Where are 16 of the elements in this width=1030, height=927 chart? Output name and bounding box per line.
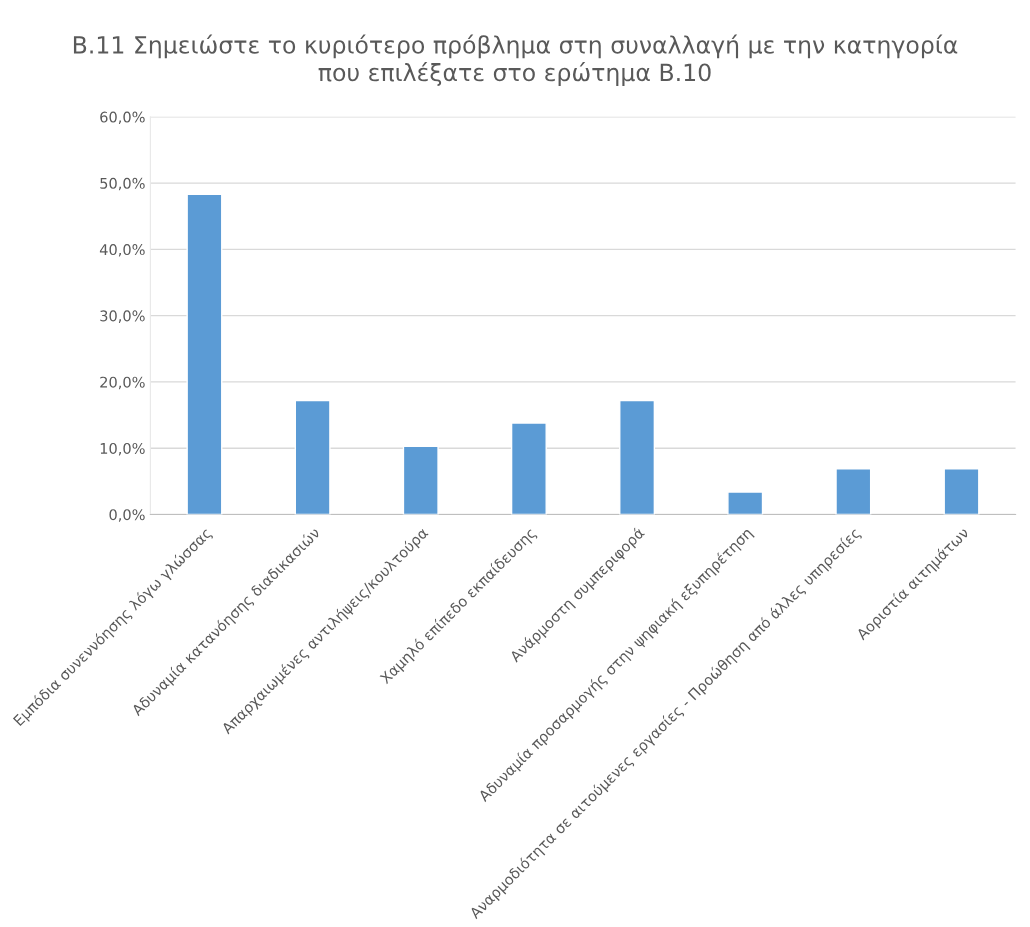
bar <box>510 422 547 515</box>
y-tick-label: 30,0% <box>100 310 145 323</box>
bar <box>294 399 331 515</box>
bar <box>186 193 223 515</box>
chart-title: B.11 Σημειώστε το κυριότερο πρόβλημα στη συναλλαγή με την κατηγορία που επιλέξατε στο ερώτημα B.10 <box>73 34 958 86</box>
y-tick-label: 20,0% <box>100 376 145 390</box>
bar <box>402 445 439 515</box>
y-tick-label: 10,0% <box>100 442 145 456</box>
bar <box>835 468 872 515</box>
y-tick-label: 40,0% <box>99 244 145 257</box>
bar <box>943 468 980 515</box>
y-tick-label: 50,0% <box>100 177 145 191</box>
bar <box>619 399 656 515</box>
bar <box>727 491 764 515</box>
y-tick-label: 60,0% <box>100 111 145 125</box>
y-tick-label: 0,0% <box>109 509 145 522</box>
